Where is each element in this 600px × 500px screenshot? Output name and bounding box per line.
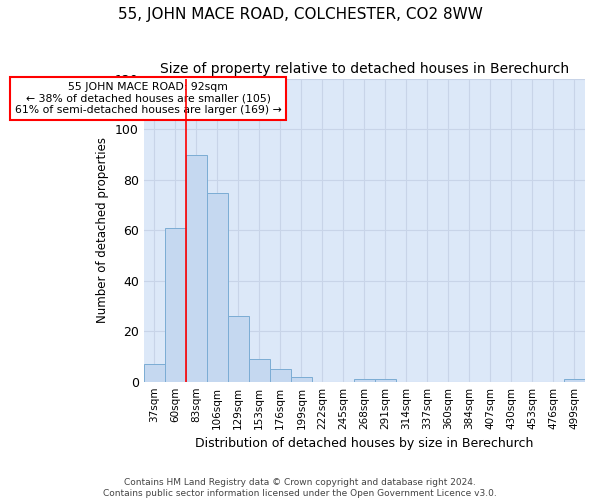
Bar bbox=[228, 316, 249, 382]
Title: Size of property relative to detached houses in Berechurch: Size of property relative to detached ho… bbox=[160, 62, 569, 76]
Bar bbox=[249, 359, 270, 382]
Text: Contains HM Land Registry data © Crown copyright and database right 2024.
Contai: Contains HM Land Registry data © Crown c… bbox=[103, 478, 497, 498]
Text: 55 JOHN MACE ROAD: 92sqm
← 38% of detached houses are smaller (105)
61% of semi-: 55 JOHN MACE ROAD: 92sqm ← 38% of detach… bbox=[15, 82, 281, 116]
Bar bbox=[354, 379, 375, 382]
Bar bbox=[270, 369, 291, 382]
Bar bbox=[564, 379, 585, 382]
Bar bbox=[207, 192, 228, 382]
Bar bbox=[291, 376, 312, 382]
Bar bbox=[165, 228, 186, 382]
Bar bbox=[186, 154, 207, 382]
Y-axis label: Number of detached properties: Number of detached properties bbox=[97, 138, 109, 324]
Bar bbox=[375, 379, 396, 382]
Bar bbox=[144, 364, 165, 382]
Text: 55, JOHN MACE ROAD, COLCHESTER, CO2 8WW: 55, JOHN MACE ROAD, COLCHESTER, CO2 8WW bbox=[118, 8, 482, 22]
X-axis label: Distribution of detached houses by size in Berechurch: Distribution of detached houses by size … bbox=[195, 437, 533, 450]
